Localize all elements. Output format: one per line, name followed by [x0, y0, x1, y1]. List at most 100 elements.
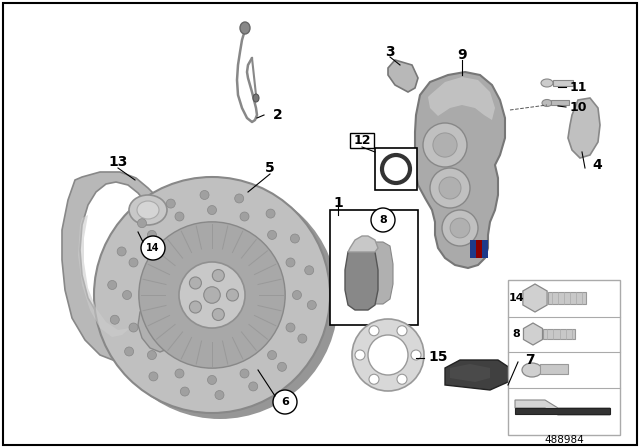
Bar — [508, 280, 620, 435]
Text: 8: 8 — [512, 329, 520, 339]
Circle shape — [286, 323, 295, 332]
Circle shape — [433, 133, 457, 157]
Bar — [330, 210, 418, 325]
Text: 13: 13 — [108, 155, 128, 169]
Circle shape — [141, 236, 165, 260]
Text: 14: 14 — [508, 293, 524, 303]
Circle shape — [368, 335, 408, 375]
Polygon shape — [450, 364, 490, 382]
Circle shape — [305, 266, 314, 275]
Circle shape — [122, 290, 132, 300]
Bar — [540, 364, 568, 374]
Circle shape — [249, 382, 258, 391]
Text: 7: 7 — [525, 353, 535, 367]
Circle shape — [411, 350, 421, 360]
Text: 10: 10 — [569, 100, 587, 113]
Circle shape — [397, 374, 407, 384]
Circle shape — [369, 326, 379, 336]
Text: 5: 5 — [265, 161, 275, 175]
Ellipse shape — [541, 79, 553, 87]
Polygon shape — [415, 72, 505, 268]
Polygon shape — [445, 360, 510, 390]
Ellipse shape — [522, 363, 542, 377]
Text: 1: 1 — [333, 196, 343, 210]
Circle shape — [307, 301, 316, 310]
Bar — [515, 408, 610, 414]
Circle shape — [292, 290, 301, 300]
Circle shape — [204, 287, 220, 303]
Circle shape — [371, 208, 395, 232]
Text: 8: 8 — [379, 215, 387, 225]
Circle shape — [175, 369, 184, 378]
Polygon shape — [62, 172, 168, 362]
Ellipse shape — [240, 22, 250, 34]
Bar — [350, 133, 374, 147]
Text: 488984: 488984 — [544, 435, 584, 445]
Text: 11: 11 — [569, 81, 587, 94]
Circle shape — [189, 301, 202, 313]
Circle shape — [102, 183, 338, 419]
Circle shape — [439, 177, 461, 199]
Polygon shape — [388, 60, 418, 92]
Circle shape — [108, 280, 116, 289]
Circle shape — [129, 323, 138, 332]
Circle shape — [180, 387, 189, 396]
Circle shape — [212, 270, 225, 281]
Circle shape — [266, 209, 275, 218]
Ellipse shape — [129, 195, 167, 225]
Bar — [470, 240, 476, 258]
Polygon shape — [138, 300, 175, 352]
Bar — [551, 100, 569, 105]
Circle shape — [423, 123, 467, 167]
Circle shape — [138, 219, 147, 228]
Circle shape — [117, 247, 126, 256]
Circle shape — [278, 362, 287, 371]
Polygon shape — [523, 284, 547, 312]
Circle shape — [430, 168, 470, 208]
Circle shape — [175, 212, 184, 221]
Circle shape — [291, 234, 300, 243]
Circle shape — [240, 369, 249, 378]
Circle shape — [207, 375, 216, 384]
Bar — [548, 292, 586, 304]
Circle shape — [179, 262, 245, 328]
Bar — [375, 148, 417, 190]
Circle shape — [215, 391, 224, 400]
Text: 4: 4 — [592, 158, 602, 172]
Circle shape — [369, 374, 379, 384]
Circle shape — [147, 230, 156, 239]
Polygon shape — [524, 323, 543, 345]
Circle shape — [268, 230, 276, 239]
Circle shape — [442, 210, 478, 246]
Text: 2: 2 — [273, 108, 283, 122]
Text: 9: 9 — [457, 48, 467, 62]
Text: 14: 14 — [147, 243, 160, 253]
Circle shape — [268, 351, 276, 360]
Circle shape — [139, 222, 285, 368]
Circle shape — [450, 218, 470, 238]
Polygon shape — [515, 400, 610, 415]
Bar — [476, 240, 482, 258]
Text: 15: 15 — [428, 350, 448, 364]
Polygon shape — [78, 215, 130, 337]
Circle shape — [129, 258, 138, 267]
Bar — [543, 329, 575, 339]
Circle shape — [212, 309, 225, 320]
Circle shape — [298, 334, 307, 343]
Circle shape — [240, 212, 249, 221]
Circle shape — [352, 319, 424, 391]
Bar — [482, 240, 488, 258]
Circle shape — [147, 351, 156, 360]
Polygon shape — [345, 248, 378, 310]
Ellipse shape — [253, 94, 259, 102]
Circle shape — [110, 315, 119, 324]
Circle shape — [94, 177, 330, 413]
Circle shape — [125, 347, 134, 356]
Text: 12: 12 — [353, 134, 371, 146]
Circle shape — [149, 372, 158, 381]
Polygon shape — [428, 77, 495, 120]
Polygon shape — [348, 236, 378, 252]
Text: 6: 6 — [281, 397, 289, 407]
Circle shape — [166, 199, 175, 208]
Polygon shape — [568, 98, 600, 158]
